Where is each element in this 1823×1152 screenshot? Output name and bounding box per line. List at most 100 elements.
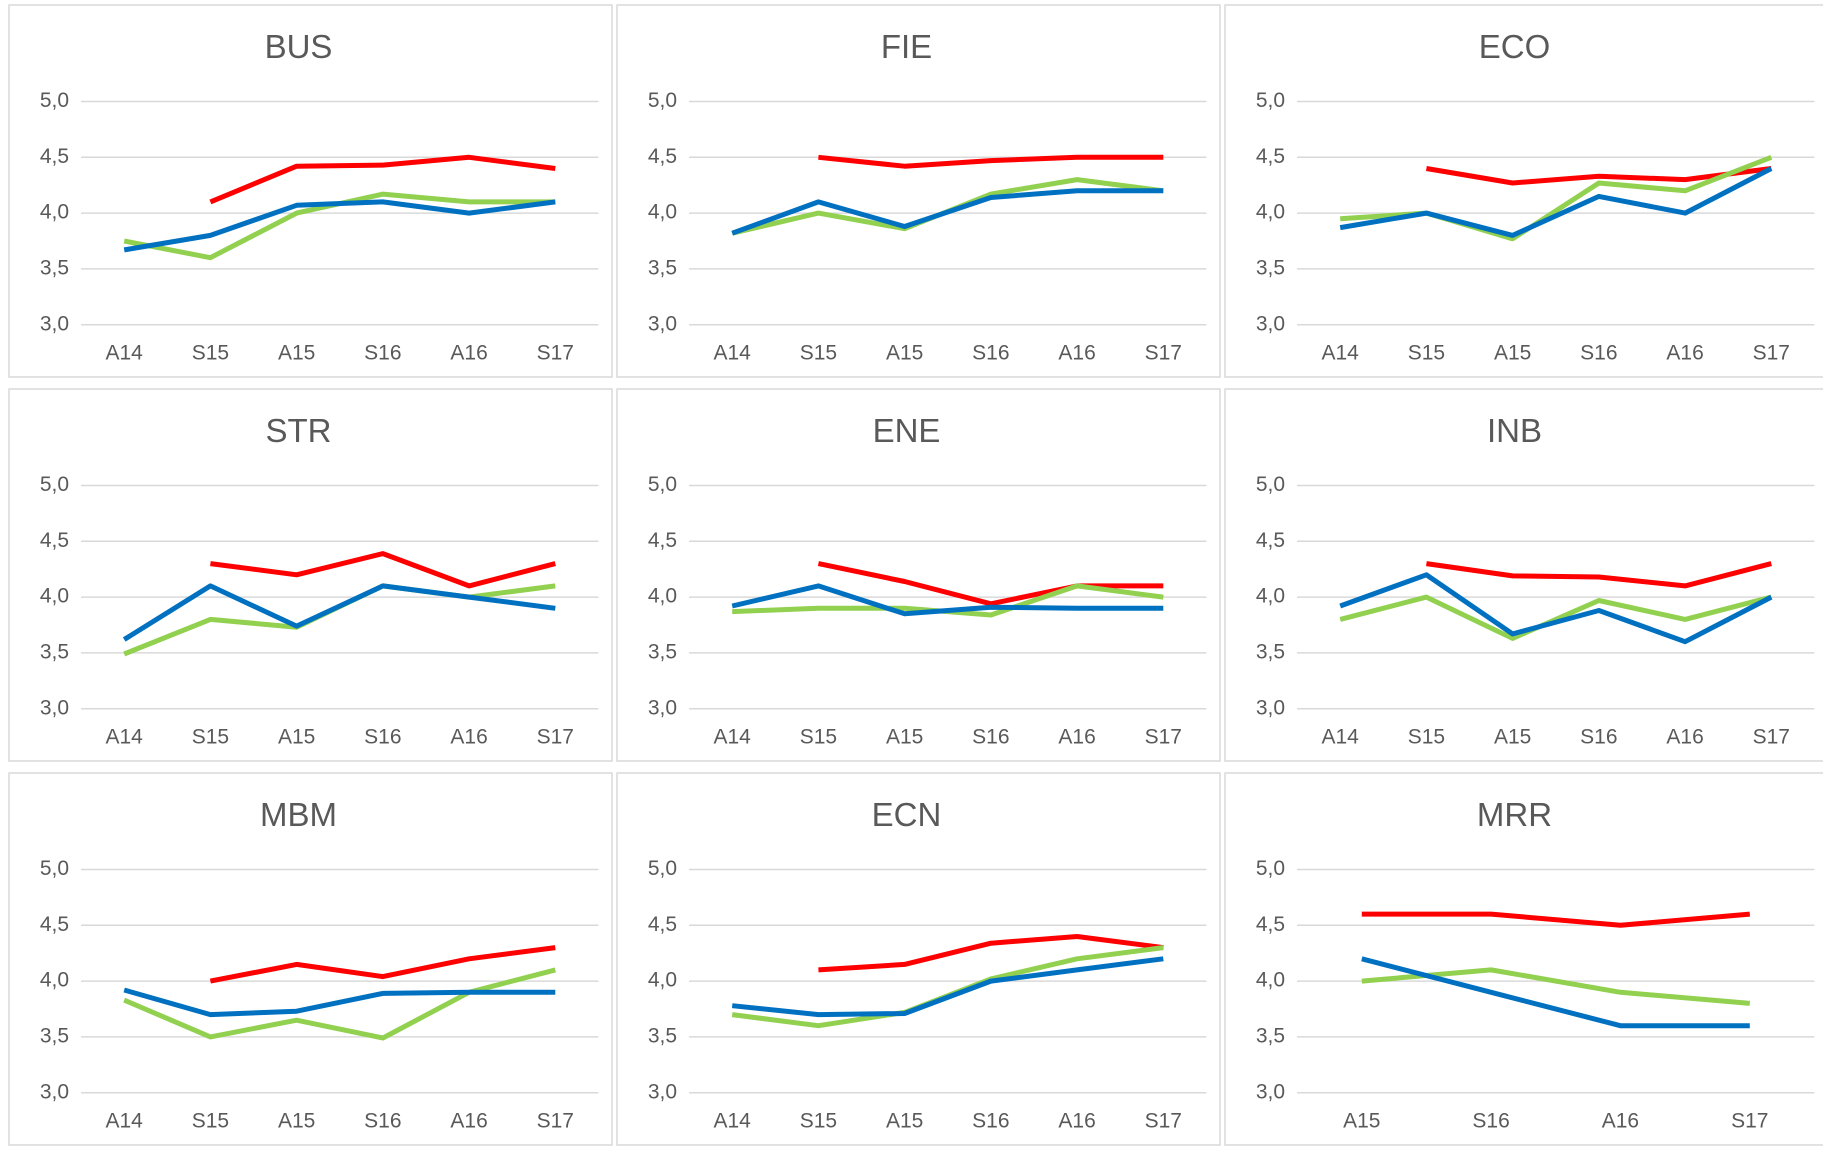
y-tick-label: 3,0 [648,1080,677,1103]
series-line [818,154,1164,169]
y-tick-label: 3,0 [40,1080,69,1103]
y-tick-label: 5,0 [40,857,69,880]
panel-border [8,4,613,378]
series-line [123,199,556,253]
x-tick-label: A16 [1666,341,1703,364]
x-tick-label: A14 [106,1109,144,1132]
y-tick-label: 4,5 [648,529,677,552]
x-tick-label: A14 [714,341,752,364]
y-tick-label: 4,0 [40,969,69,992]
chart-panel: MRR 3,0 3,5 4,0 4,5 5,0 A15 S16 A16 S17 [1224,772,1823,1146]
x-tick-label: S17 [1731,1109,1768,1132]
x-tick-label: A14 [1322,725,1360,748]
x-tick-label: S15 [800,341,837,364]
x-tick-label: A14 [714,725,752,748]
y-tick-label: 4,0 [1256,201,1285,224]
series-line [1339,166,1773,238]
x-tick-label: S17 [537,341,574,364]
chart-panel: MBM 3,0 3,5 4,0 4,5 5,0 A14 S15 A15 S16 A16 S17 [8,772,613,1146]
x-tick-label: S16 [1580,341,1617,364]
x-tick-label: A14 [106,725,144,748]
y-tick-label: 3,5 [648,1024,677,1047]
y-tick-label: 3,5 [1256,256,1285,279]
x-tick-label: A16 [1058,1109,1095,1132]
x-tick-label: A16 [1058,725,1095,748]
x-tick-label: A14 [106,341,144,364]
y-tick-label: 4,0 [40,201,69,224]
chart-title: ENE [873,412,941,449]
chart-panel: ENE 3,0 3,5 4,0 4,5 5,0 A14 S15 A15 S16 A16 S17 [616,388,1221,762]
y-tick-label: 4,5 [40,145,69,168]
chart-panel: ECO 3,0 3,5 4,0 4,5 5,0 A14 S15 A15 S16 A16 S17 [1224,4,1823,378]
x-tick-label: S17 [1753,341,1790,364]
x-tick-label: S16 [364,1109,401,1132]
series-line [1339,594,1772,641]
series-line [818,934,1164,973]
x-tick-label: S17 [1145,725,1182,748]
y-tick-label: 4,5 [40,913,69,936]
chart-title: MBM [260,796,337,833]
panel-border [616,388,1221,762]
x-tick-label: A15 [278,341,315,364]
x-tick-label: A16 [450,725,487,748]
y-tick-label: 4,0 [648,585,677,608]
series-line [123,967,556,1041]
x-tick-label: S15 [800,725,837,748]
x-tick-label: A15 [1494,341,1531,364]
y-tick-label: 3,5 [40,1024,69,1047]
y-tick-label: 5,0 [648,89,677,112]
x-tick-label: S17 [1145,341,1182,364]
x-tick-label: S16 [972,725,1009,748]
y-tick-label: 5,0 [40,89,69,112]
chart-panel: INB 3,0 3,5 4,0 4,5 5,0 A14 S15 A15 S16 A16 S17 [1224,388,1823,762]
chart-title: ECN [872,796,942,833]
y-tick-label: 4,0 [648,969,677,992]
y-tick-label: 3,5 [40,256,69,279]
x-tick-label: A16 [1058,341,1095,364]
x-tick-label: A15 [278,725,315,748]
x-tick-label: A14 [714,1109,752,1132]
y-tick-label: 3,0 [1256,312,1285,335]
y-tick-label: 3,5 [648,256,677,279]
y-tick-label: 4,0 [1256,969,1285,992]
y-tick-label: 4,5 [1256,529,1285,552]
x-tick-label: S17 [1145,1109,1182,1132]
x-tick-label: A16 [1602,1109,1639,1132]
y-tick-label: 3,0 [40,696,69,719]
chart-panel: STR 3,0 3,5 4,0 4,5 5,0 A14 S15 A15 S16 A16 S17 [8,388,613,762]
y-tick-label: 5,0 [1256,857,1285,880]
series-line [122,583,556,642]
series-line [731,188,1164,236]
x-tick-label: A16 [450,341,487,364]
chart-title: STR [266,412,332,449]
y-tick-label: 4,0 [40,585,69,608]
y-tick-label: 3,0 [1256,1080,1285,1103]
y-tick-label: 5,0 [1256,473,1285,496]
y-tick-label: 4,5 [1256,145,1285,168]
y-tick-label: 5,0 [648,857,677,880]
x-tick-label: S15 [192,725,229,748]
x-tick-label: A15 [886,341,923,364]
panel-border [8,772,613,1146]
y-tick-label: 3,5 [1256,1024,1285,1047]
x-tick-label: S15 [192,1109,229,1132]
series-line [123,987,556,1018]
y-tick-label: 5,0 [648,473,677,496]
y-tick-label: 5,0 [40,473,69,496]
x-tick-label: S16 [1472,1109,1509,1132]
y-tick-label: 3,5 [1256,640,1285,663]
x-tick-label: S16 [972,1109,1009,1132]
x-tick-label: S17 [1753,725,1790,748]
x-tick-label: A16 [450,1109,487,1132]
x-tick-label: S15 [1408,341,1445,364]
chart-panel: BUS 3,0 3,5 4,0 4,5 5,0 A14 S15 A15 S16 A16 S17 [8,4,613,378]
series-line [1361,911,1751,928]
panel-border [1224,772,1823,1146]
chart-panel: ECN 3,0 3,5 4,0 4,5 5,0 A14 S15 A15 S16 A16 S17 [616,772,1221,1146]
x-tick-label: S17 [537,1109,574,1132]
y-tick-label: 4,5 [648,913,677,936]
chart-title: ECO [1479,28,1551,65]
y-tick-label: 4,5 [40,529,69,552]
chart-title: INB [1487,412,1542,449]
